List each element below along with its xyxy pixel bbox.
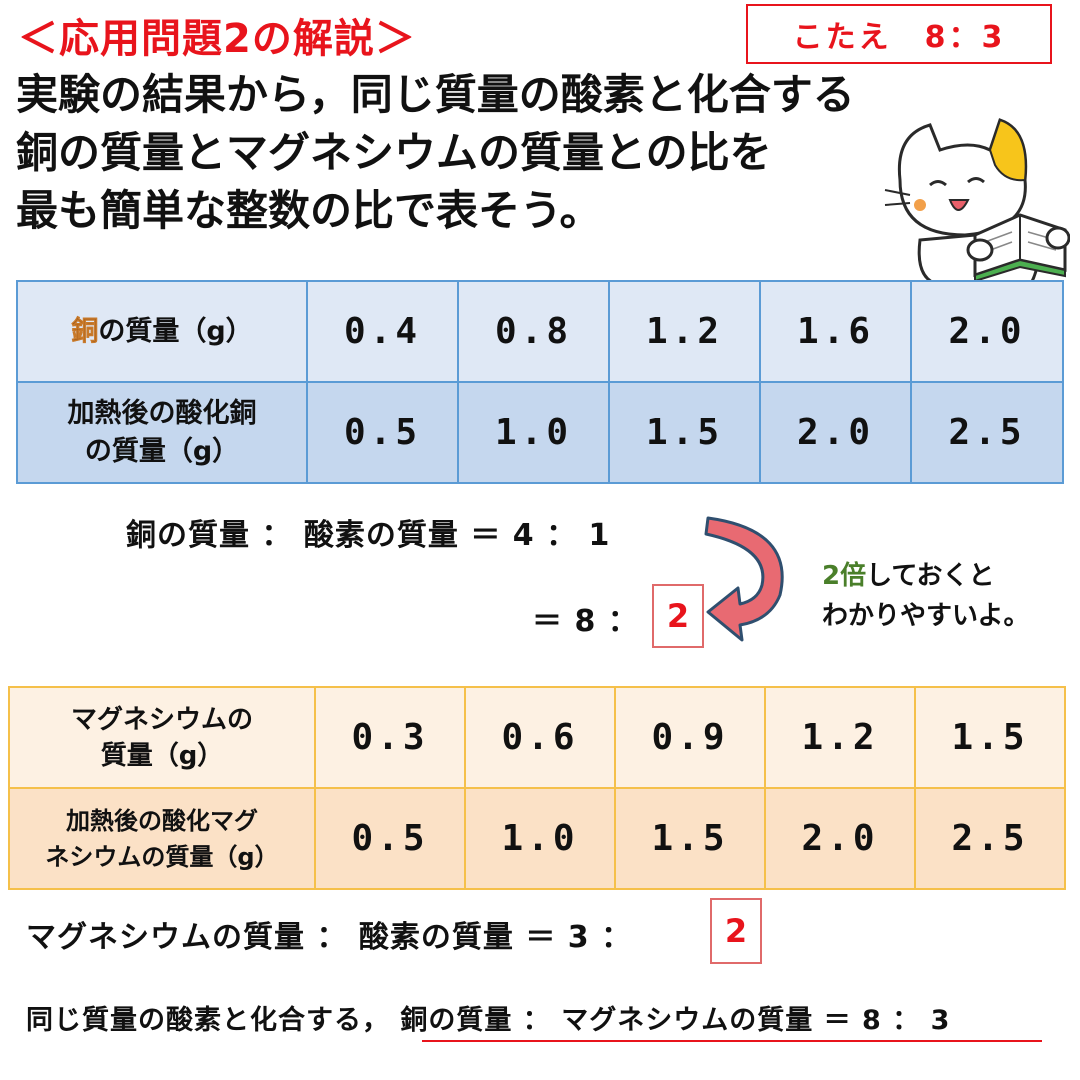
page-title: ＜応用問題2の解説＞ (18, 16, 416, 62)
table-cell: 2.0 (764, 787, 916, 890)
question-text: 実験の結果から，同じ質量の酸素と化合する 銅の質量とマグネシウムの質量との比を … (16, 66, 855, 240)
table-cell: 2.5 (910, 381, 1064, 484)
conclusion-underline (422, 1040, 1042, 1042)
question-line: 銅の質量とマグネシウムの質量との比を (16, 128, 772, 177)
table-row: マグネシウムの 質量（g） 0.3 0.6 0.9 1.2 1.5 (8, 686, 1066, 789)
table-cell: 1.0 (464, 787, 616, 890)
copper-label: 銅 (71, 315, 99, 347)
magnesium-ratio-line: マグネシウムの質量 ： 酸素の質量 ＝ 3 ： (26, 920, 633, 955)
table-cell: 0.9 (614, 686, 766, 789)
table-cell: 0.5 (306, 381, 459, 484)
hint-text: 2倍しておくと わかりやすいよ。 (822, 561, 1030, 631)
conclusion-prefix: 同じ質量の酸素と化合する， (26, 1005, 390, 1036)
conclusion-line: 同じ質量の酸素と化合する， 銅の質量 ： マグネシウムの質量 ＝ 8 ： 3 (26, 998, 950, 1037)
copper-ratio-boxed-value: 2 (652, 584, 704, 648)
table-cell: 0.4 (306, 280, 459, 383)
curved-arrow-icon (704, 516, 784, 642)
magnesium-data-table: マグネシウムの 質量（g） 0.3 0.6 0.9 1.2 1.5 加熱後の酸化マ… (8, 686, 1066, 890)
conclusion-answer: 銅の質量 ： マグネシウムの質量 ＝ 8 ： 3 (400, 1005, 951, 1036)
table-row: 加熱後の酸化銅 の質量（g） 0.5 1.0 1.5 2.0 2.5 (16, 381, 1064, 484)
row-header: 加熱後の酸化マグ ネシウムの質量（g） (8, 787, 316, 890)
table-cell: 2.5 (914, 787, 1066, 890)
answer-box: こたえ 8：3 (746, 4, 1052, 64)
table-cell: 1.0 (457, 381, 610, 484)
row-header: 加熱後の酸化銅 の質量（g） (16, 381, 308, 484)
table-cell: 0.5 (314, 787, 466, 890)
hint-highlight: 2倍 (822, 561, 867, 591)
copper-ratio-line1: 銅の質量 ： 酸素の質量 ＝ 4 ： 1 (126, 518, 611, 553)
table-cell: 1.5 (608, 381, 761, 484)
table-cell: 1.6 (759, 280, 912, 383)
question-line: 最も簡単な整数の比で表そう。 (16, 186, 602, 235)
table-row: 加熱後の酸化マグ ネシウムの質量（g） 0.5 1.0 1.5 2.0 2.5 (8, 787, 1066, 890)
copper-ratio-line2: ＝ 8 ： (532, 604, 639, 639)
row-header: マグネシウムの 質量（g） (8, 686, 316, 789)
table-cell: 0.3 (314, 686, 466, 789)
table-cell: 2.0 (910, 280, 1064, 383)
table-cell: 1.2 (608, 280, 761, 383)
cat-reading-book-illustration (884, 118, 1070, 285)
table-cell: 1.5 (914, 686, 1066, 789)
row-header: 銅の質量（g） (16, 280, 308, 383)
table-cell: 1.5 (614, 787, 766, 890)
table-cell: 0.6 (464, 686, 616, 789)
table-cell: 1.2 (764, 686, 916, 789)
table-row: 銅の質量（g） 0.4 0.8 1.2 1.6 2.0 (16, 280, 1064, 383)
magnesium-ratio-boxed-value: 2 (710, 898, 762, 964)
question-line: 実験の結果から，同じ質量の酸素と化合する (16, 70, 855, 119)
table-cell: 2.0 (759, 381, 912, 484)
table-cell: 0.8 (457, 280, 610, 383)
copper-data-table: 銅の質量（g） 0.4 0.8 1.2 1.6 2.0 加熱後の酸化銅 の質量（g… (16, 280, 1064, 484)
